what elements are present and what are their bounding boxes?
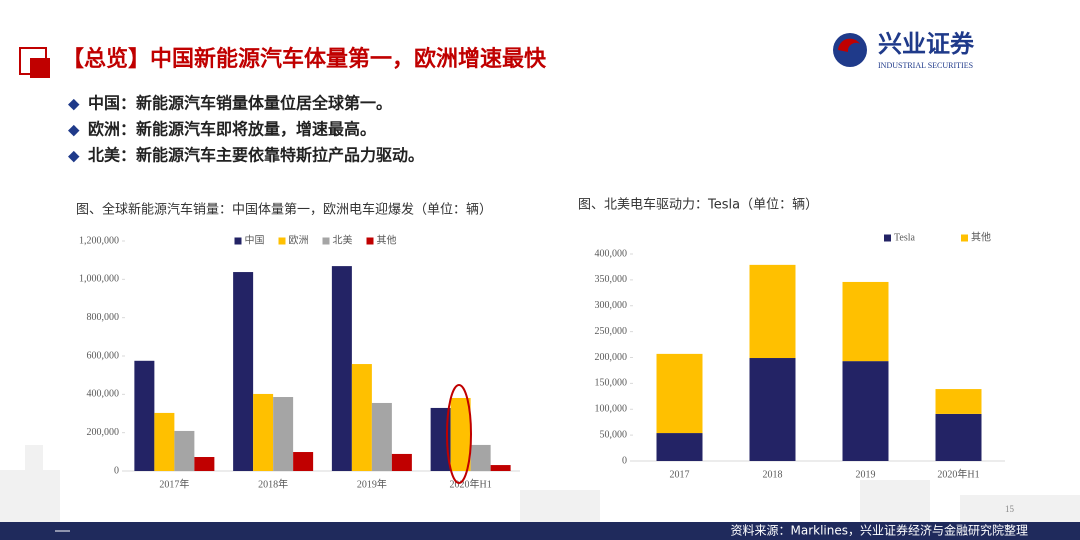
bar	[174, 430, 195, 471]
y-tick-label: 1,000,000	[79, 274, 119, 285]
legend-label: 其他	[377, 233, 397, 246]
legend-label: 其他	[971, 230, 991, 243]
slide-title: 【总览】中国新能源汽车体量第一，欧洲增速最快	[62, 46, 547, 72]
bar	[656, 433, 703, 461]
y-tick-label: 600,000	[87, 350, 120, 361]
legend-swatch	[961, 234, 968, 242]
bar	[935, 389, 982, 414]
title-icon	[30, 58, 50, 78]
bar	[233, 272, 254, 471]
source: 资料来源：Marklines，兴业证券经济与金融研究院整理	[731, 523, 1029, 538]
bar	[749, 358, 796, 461]
legend-swatch	[884, 234, 891, 242]
y-tick-label: 400,000	[595, 248, 628, 259]
bullet-icon: ◆	[68, 147, 80, 165]
bar	[154, 412, 175, 471]
y-tick-label: 150,000	[595, 378, 628, 389]
y-tick-label: 300,000	[595, 300, 628, 311]
bar	[134, 360, 155, 471]
x-tick-label: 2018	[763, 469, 783, 480]
y-tick-label: 200,000	[595, 352, 628, 363]
bar	[371, 402, 392, 471]
bullet: 中国：新能源汽车销量体量位居全球第一。	[88, 94, 392, 113]
chart-title: 图、北美电车驱动力：Tesla（单位：辆）	[578, 197, 818, 213]
y-tick-label: 0	[114, 465, 119, 476]
legend-label: 中国	[245, 233, 265, 246]
skyline	[0, 445, 1080, 522]
bar	[749, 264, 796, 359]
x-tick-label: 2020年H1	[450, 477, 492, 490]
bullet: 欧洲：新能源汽车即将放量，增速最高。	[88, 120, 376, 139]
logo-subtitle: INDUSTRIAL SECURITIES	[878, 61, 973, 70]
y-tick-label: 1,200,000	[79, 235, 119, 246]
legend-label: 欧洲	[289, 234, 309, 246]
x-tick-label: 2017年	[159, 477, 189, 490]
bar	[391, 453, 412, 471]
y-tick-label: 100,000	[595, 404, 628, 415]
bar	[194, 457, 215, 471]
bullet-icon: ◆	[68, 121, 80, 139]
x-tick-label: 2019	[856, 469, 876, 480]
bar	[253, 393, 274, 471]
bar	[470, 444, 491, 471]
bullet-icon: ◆	[68, 95, 80, 113]
y-tick-label: 400,000	[87, 389, 120, 400]
bar	[351, 364, 372, 471]
chart-title: 图、全球新能源汽车销量：中国体量第一，欧洲电车迎爆发（单位：辆）	[76, 202, 492, 218]
legend-swatch	[278, 237, 286, 245]
bar	[490, 465, 511, 471]
y-tick-label: 0	[622, 455, 627, 466]
x-tick-label: 2020年H1	[937, 467, 979, 480]
y-tick-label: 200,000	[87, 427, 120, 438]
bar	[842, 281, 889, 362]
bar	[450, 397, 471, 471]
logo-mark	[833, 33, 867, 67]
bar	[430, 407, 451, 471]
x-tick-label: 2018年	[258, 477, 288, 490]
footer-bar	[0, 522, 1080, 540]
highlight-ellipse	[446, 384, 472, 484]
legend-swatch	[366, 237, 374, 245]
page-number: 15	[1005, 504, 1015, 514]
x-tick-label: 2017	[670, 469, 690, 480]
x-tick-label: 2019年	[357, 477, 387, 490]
y-tick-label: 800,000	[87, 312, 120, 323]
bar	[842, 361, 889, 461]
bar	[656, 353, 703, 434]
legend-label: Tesla	[894, 232, 916, 243]
y-tick-label: 250,000	[595, 326, 628, 337]
legend-swatch	[234, 237, 242, 245]
bullets: ◆ 中国：新能源汽车销量体量位居全球第一。 ◆ 欧洲：新能源汽车即将放量，增速最…	[68, 94, 424, 165]
y-tick-label: 50,000	[600, 429, 628, 440]
bar	[935, 413, 982, 461]
bar	[293, 452, 314, 471]
bar	[273, 397, 294, 471]
logo-name: 兴业证券	[878, 30, 975, 58]
bullet: 北美：新能源汽车主要依靠特斯拉产品力驱动。	[88, 146, 424, 165]
legend-label: 北美	[333, 233, 353, 246]
y-tick-label: 350,000	[595, 274, 628, 285]
logo-mark	[838, 38, 860, 52]
legend-swatch	[322, 237, 330, 245]
bar	[331, 266, 352, 471]
